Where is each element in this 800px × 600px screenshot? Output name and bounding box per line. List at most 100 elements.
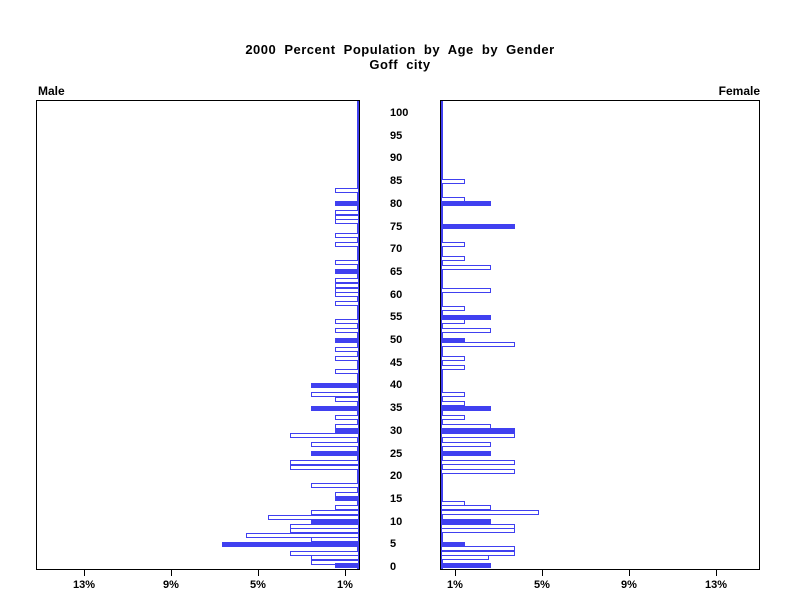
male-bar-age-73 <box>335 233 359 238</box>
male-bar-age-0 <box>335 563 359 568</box>
male-bar-age-30 <box>335 428 359 433</box>
age-label-85: 85 <box>390 175 403 187</box>
female-tick-label-5pct: 5% <box>534 579 550 591</box>
age-label-40: 40 <box>390 379 403 391</box>
female-bar-age-36 <box>441 401 465 406</box>
female-bar-age-38 <box>441 392 465 397</box>
male-bar-age-22 <box>290 465 359 470</box>
female-bar-age-13 <box>441 505 491 510</box>
male-panel-header: Male <box>38 84 65 98</box>
female-bar-age-4 <box>441 546 515 551</box>
male-tick-5pct <box>258 570 259 576</box>
male-bar-age-37 <box>335 397 359 402</box>
female-bar-age-80 <box>441 201 491 206</box>
female-tick-1pct <box>455 570 456 576</box>
female-bar-age-35 <box>441 406 491 411</box>
female-panel-header: Female <box>718 84 760 98</box>
age-label-60: 60 <box>390 289 403 301</box>
male-bar-age-8 <box>290 528 359 533</box>
male-bar-age-65 <box>335 269 359 274</box>
male-bar-age-5 <box>222 542 359 547</box>
age-label-70: 70 <box>390 243 403 255</box>
male-tick-label-5pct: 5% <box>250 579 266 591</box>
male-bar-age-46 <box>335 356 359 361</box>
female-bar-age-33 <box>441 415 465 420</box>
male-bar-age-76 <box>335 219 359 224</box>
male-tick-1pct <box>345 570 346 576</box>
female-tick-13pct <box>716 570 717 576</box>
age-label-0: 0 <box>390 561 397 573</box>
age-label-15: 15 <box>390 493 403 505</box>
female-bar-age-52 <box>441 328 491 333</box>
female-tick-label-9pct: 9% <box>621 579 637 591</box>
male-bar-age-35 <box>311 406 359 411</box>
male-bar-age-15 <box>335 496 359 501</box>
female-bar-age-21 <box>441 469 515 474</box>
female-bar-age-46 <box>441 356 465 361</box>
male-bar-age-63 <box>335 278 359 283</box>
male-bar-age-6 <box>311 537 359 542</box>
female-bar-age-66 <box>441 265 491 270</box>
male-bar-age-25 <box>311 451 359 456</box>
male-bar-age-23 <box>290 460 359 465</box>
age-label-100: 100 <box>390 107 409 119</box>
male-tick-label-9pct: 9% <box>163 579 179 591</box>
age-label-80: 80 <box>390 198 403 210</box>
age-label-45: 45 <box>390 357 403 369</box>
female-bar-age-25 <box>441 451 491 456</box>
female-bar-age-68 <box>441 256 465 261</box>
age-label-75: 75 <box>390 221 403 233</box>
male-bar-age-27 <box>311 442 359 447</box>
male-bar-age-10 <box>311 519 359 524</box>
male-bar-age-2 <box>311 555 359 560</box>
female-bar-age-85 <box>441 179 465 184</box>
male-bar-age-18 <box>311 483 359 488</box>
female-bar-age-27 <box>441 442 491 447</box>
age-label-55: 55 <box>390 311 403 323</box>
age-label-95: 95 <box>390 130 403 142</box>
male-zero-axis-line <box>357 101 359 569</box>
male-bar-age-40 <box>311 383 359 388</box>
male-bar-age-50 <box>335 338 359 343</box>
female-bar-age-23 <box>441 460 515 465</box>
male-bar-age-12 <box>311 510 359 515</box>
male-bar-age-80 <box>335 201 359 206</box>
age-label-25: 25 <box>390 448 403 460</box>
female-tick-label-1pct: 1% <box>447 579 463 591</box>
male-bar-age-48 <box>335 347 359 352</box>
age-label-90: 90 <box>390 152 403 164</box>
female-bar-age-55 <box>441 315 491 320</box>
female-bar-age-61 <box>441 288 491 293</box>
male-tick-label-1pct: 1% <box>337 579 353 591</box>
female-bar-age-0 <box>441 563 491 568</box>
male-tick-label-13pct: 13% <box>72 579 96 591</box>
male-panel <box>36 100 360 570</box>
male-bar-age-58 <box>335 301 359 306</box>
female-bar-age-49 <box>441 342 515 347</box>
male-tick-9pct <box>171 570 172 576</box>
age-label-50: 50 <box>390 334 403 346</box>
female-bar-age-71 <box>441 242 465 247</box>
female-bar-age-29 <box>441 433 515 438</box>
male-bar-age-67 <box>335 260 359 265</box>
male-bar-age-38 <box>311 392 359 397</box>
chart-title: 2000 Percent Population by Age by Gender <box>245 42 555 57</box>
female-bar-age-54 <box>441 319 465 324</box>
male-bar-age-83 <box>335 188 359 193</box>
male-bar-age-54 <box>335 319 359 324</box>
age-label-10: 10 <box>390 516 403 528</box>
female-tick-label-13pct: 13% <box>704 579 728 591</box>
female-bar-age-30 <box>441 428 515 433</box>
male-bar-age-13 <box>335 505 359 510</box>
female-tick-9pct <box>629 570 630 576</box>
chart-subtitle: Goff city <box>369 57 431 72</box>
age-label-65: 65 <box>390 266 403 278</box>
female-bar-age-12 <box>441 510 539 515</box>
male-bar-age-7 <box>246 533 359 538</box>
male-bar-age-71 <box>335 242 359 247</box>
age-label-20: 20 <box>390 470 403 482</box>
female-bar-age-75 <box>441 224 515 229</box>
female-bar-age-2 <box>441 555 489 560</box>
male-bar-age-78 <box>335 210 359 215</box>
